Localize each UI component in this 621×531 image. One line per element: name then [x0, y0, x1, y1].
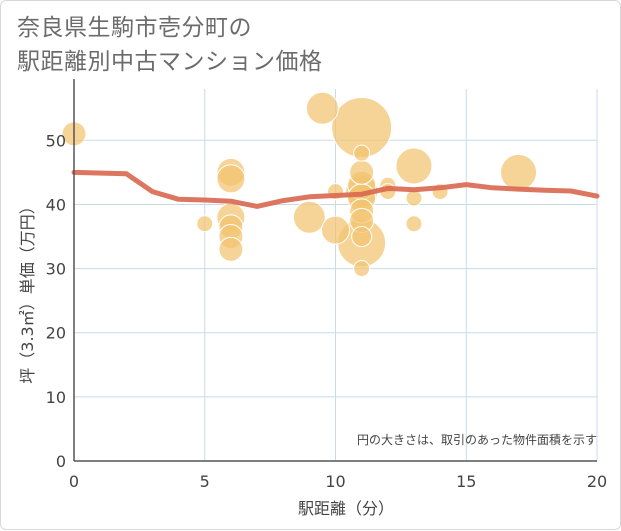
x-axis-title: 駅距離（分）: [298, 499, 394, 518]
y-tick-label: 10: [46, 388, 66, 407]
chart-title: 奈良県生駒市壱分町の 駅距離別中古マンション価格: [17, 11, 323, 79]
data-bubble: [500, 153, 538, 191]
data-bubble: [395, 147, 433, 185]
x-tick-label: 0: [69, 472, 79, 491]
data-bubble: [216, 164, 246, 194]
x-tick-label: 20: [587, 472, 607, 491]
trend-layer: [71, 169, 600, 209]
data-bubble: [349, 159, 375, 185]
data-bubble: [353, 260, 371, 278]
y-tick-label: 40: [46, 195, 66, 214]
data-bubble: [351, 226, 373, 248]
data-bubble: [405, 215, 423, 233]
y-tick-label: 0: [56, 452, 66, 471]
grid-lines: [74, 89, 598, 461]
trend-line: [71, 169, 600, 209]
tick-labels: 0 5 10 15 20 0 10 20 30 40 50: [46, 131, 608, 491]
data-bubble: [292, 200, 326, 234]
data-bubble: [405, 189, 423, 207]
axes: [73, 79, 597, 462]
bubble-layer: [61, 91, 538, 278]
y-axis-title: 坪（3.3㎡）単価（万円）: [18, 198, 37, 383]
x-tick-label: 5: [200, 472, 210, 491]
size-note: 円の大きさは、取引のあった物件面積を示す: [357, 432, 597, 447]
data-bubble: [321, 215, 350, 245]
chart-title-line1: 奈良県生駒市壱分町の: [17, 15, 252, 41]
chart-title-line2: 駅距離別中古マンション価格: [17, 49, 323, 75]
y-tick-label: 30: [46, 260, 66, 279]
y-tick-label: 20: [46, 324, 66, 343]
data-bubble: [305, 91, 339, 125]
data-bubble: [353, 144, 371, 162]
data-bubble: [218, 236, 244, 262]
data-bubble: [196, 215, 214, 233]
x-tick-label: 15: [456, 472, 476, 491]
x-tick-label: 10: [325, 472, 345, 491]
y-tick-label: 50: [46, 131, 66, 150]
